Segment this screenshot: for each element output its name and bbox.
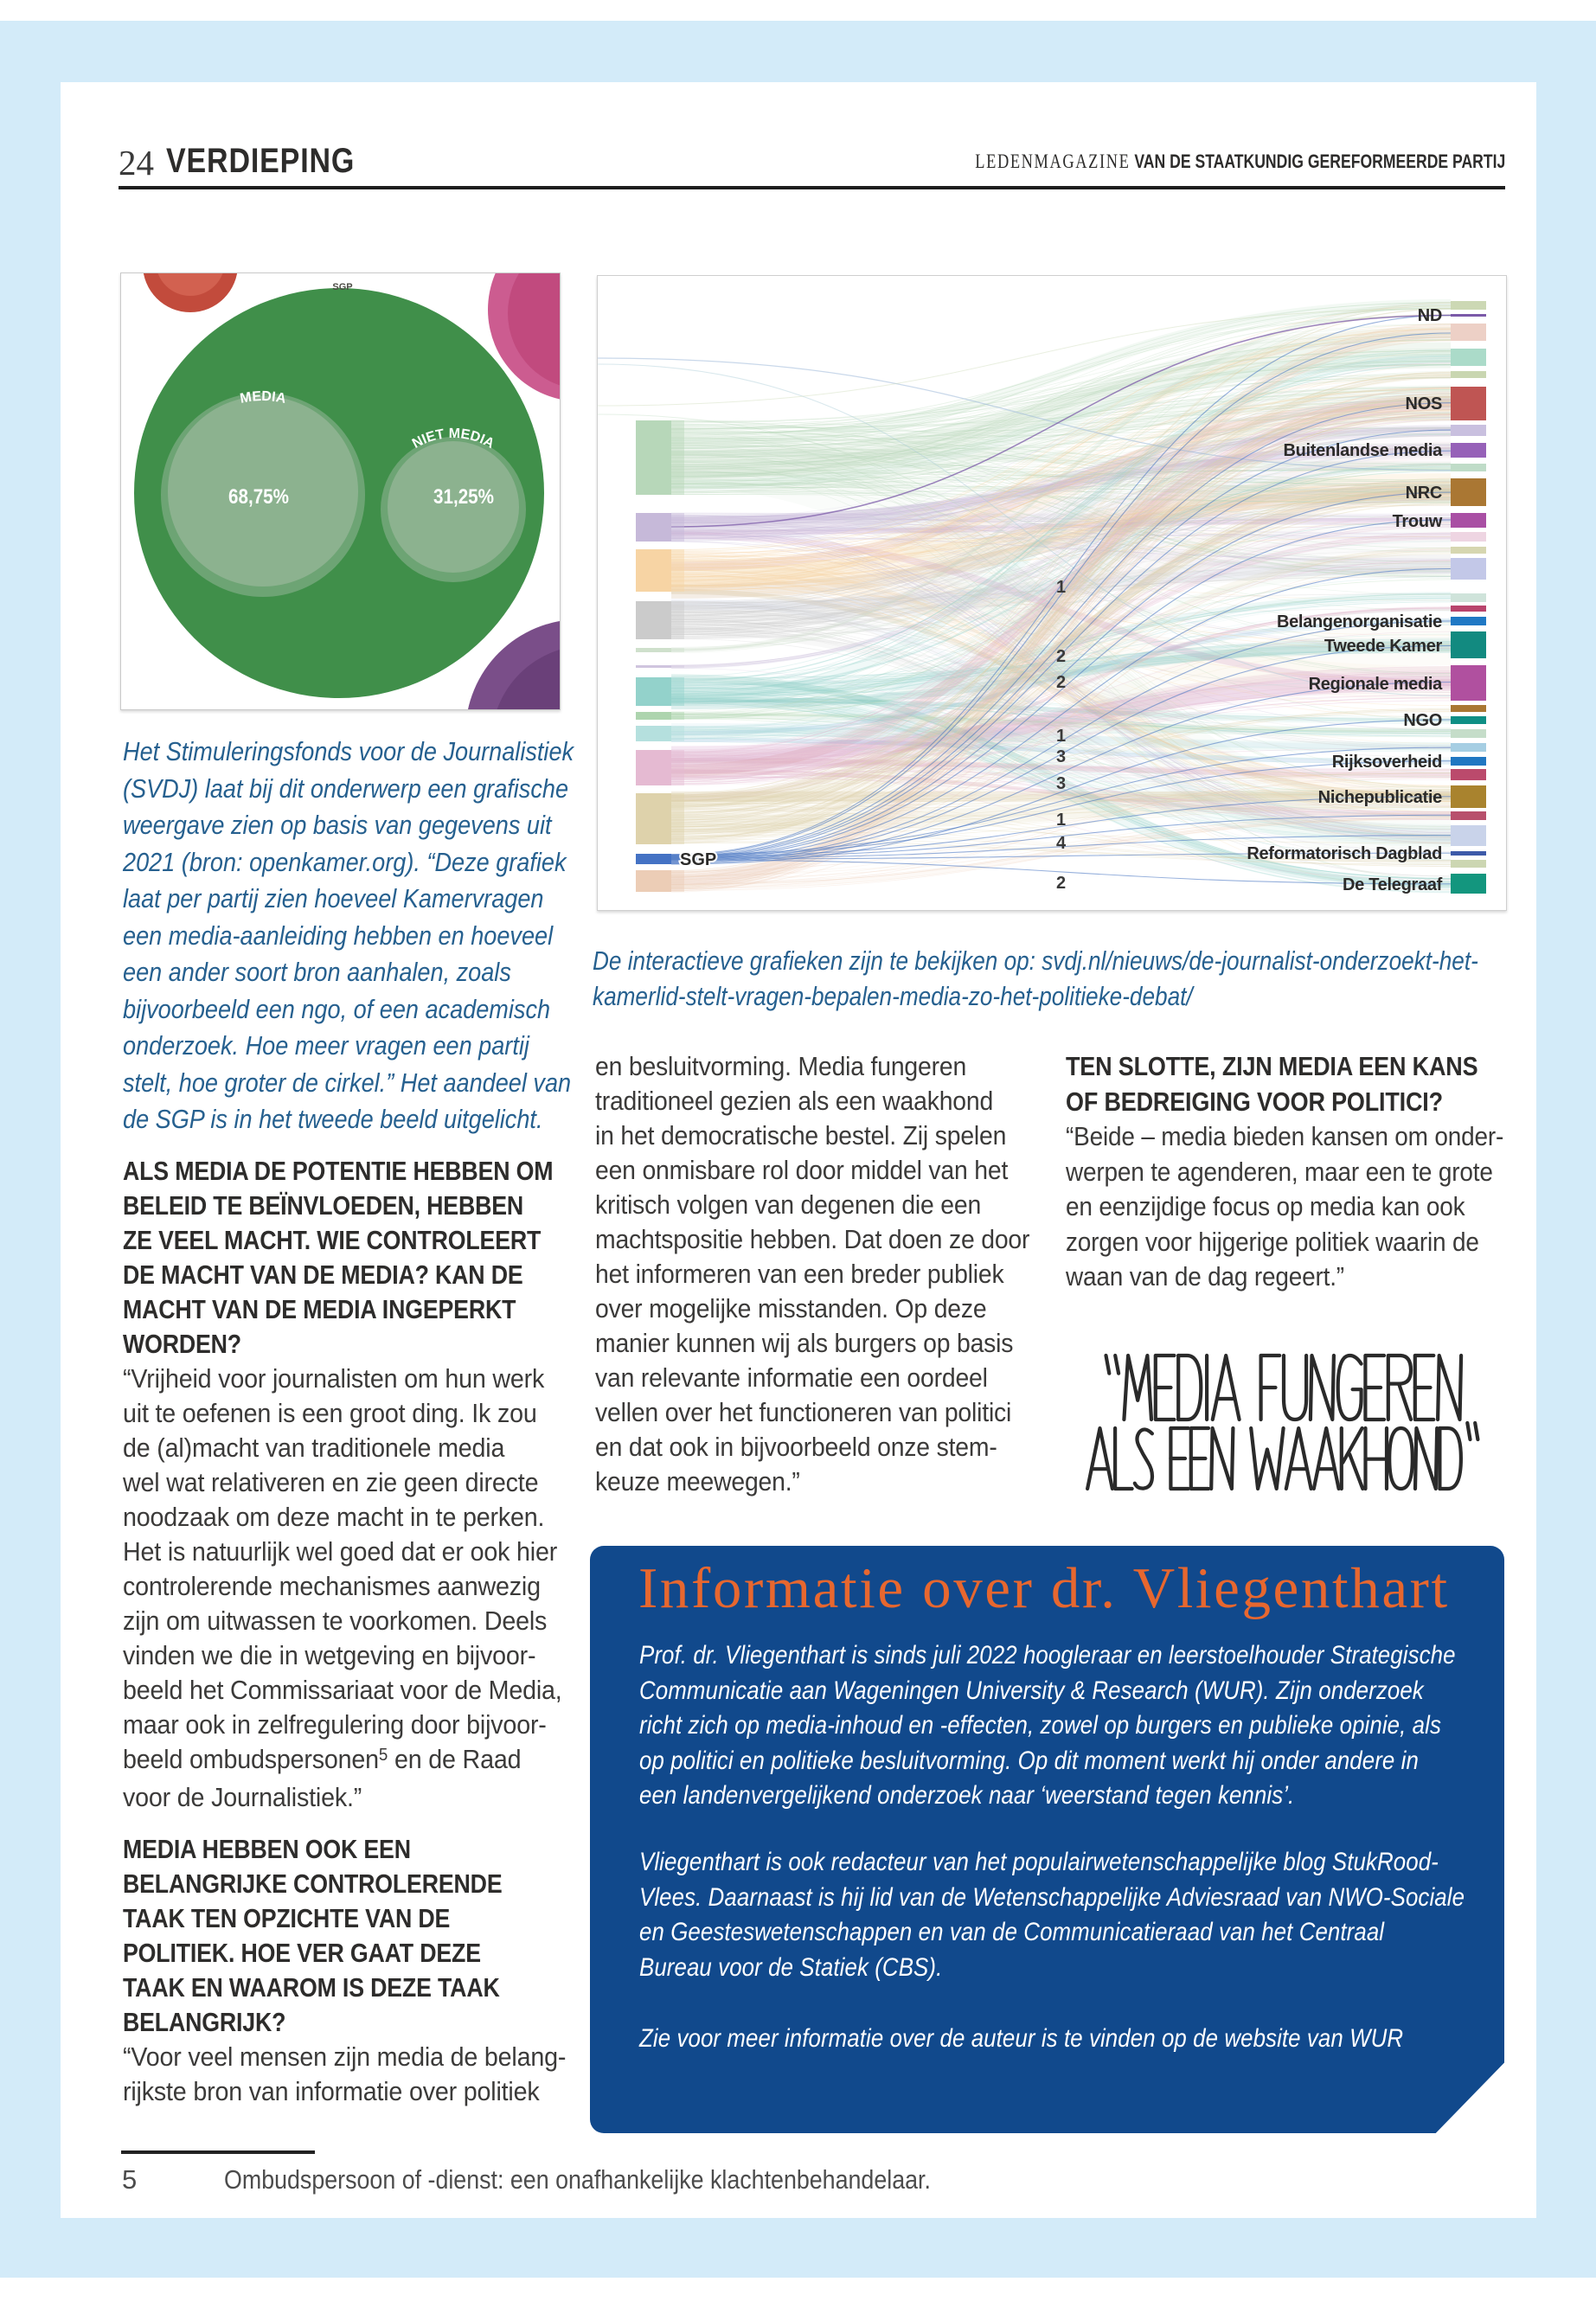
svg-text:Trouw: Trouw bbox=[1393, 512, 1443, 531]
svg-text:1: 1 bbox=[1056, 811, 1066, 830]
svg-text:1: 1 bbox=[1056, 578, 1066, 597]
svg-text:68,75%: 68,75% bbox=[228, 485, 289, 509]
svg-text:Reformatorisch Dagblad: Reformatorisch Dagblad bbox=[1247, 844, 1442, 863]
svg-text:Nichepublicatie: Nichepublicatie bbox=[1318, 788, 1442, 807]
svg-text:4: 4 bbox=[1056, 834, 1067, 853]
svg-text:De Telegraaf: De Telegraaf bbox=[1343, 875, 1443, 894]
svg-text:Rijksoverheid: Rijksoverheid bbox=[1332, 753, 1442, 772]
svg-text:NOS: NOS bbox=[1406, 394, 1442, 413]
svg-text:31,25%: 31,25% bbox=[433, 485, 494, 509]
svg-text:ND: ND bbox=[1418, 306, 1442, 325]
svg-text:NGO: NGO bbox=[1403, 711, 1442, 730]
svg-text:2: 2 bbox=[1056, 874, 1066, 893]
svg-text:SGP: SGP bbox=[680, 850, 716, 869]
svg-text:SGP: SGP bbox=[332, 282, 352, 292]
svg-text:3: 3 bbox=[1056, 747, 1066, 766]
svg-text:1: 1 bbox=[1056, 727, 1066, 746]
svg-text:NRC: NRC bbox=[1406, 484, 1442, 503]
svg-text:2: 2 bbox=[1056, 673, 1066, 692]
svg-text:3: 3 bbox=[1056, 774, 1066, 793]
svg-text:2: 2 bbox=[1056, 647, 1066, 666]
svg-text:MEDIA: MEDIA bbox=[239, 389, 287, 407]
svg-text:Regionale media: Regionale media bbox=[1309, 675, 1444, 694]
svg-text:Buitenlandse media: Buitenlandse media bbox=[1283, 441, 1443, 460]
svg-text:Belangenorganisatie: Belangenorganisatie bbox=[1277, 612, 1442, 631]
svg-text:Tweede Kamer: Tweede Kamer bbox=[1324, 637, 1443, 656]
